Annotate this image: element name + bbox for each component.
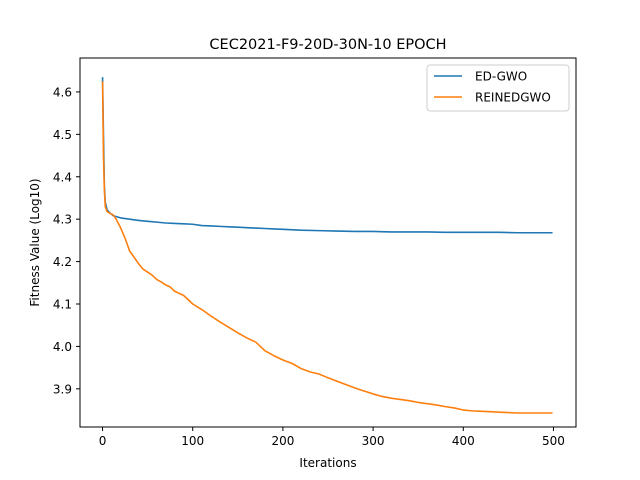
- y-axis-label: Fitness Value (Log10): [28, 178, 42, 306]
- y-tick-label: 4.4: [53, 170, 72, 184]
- x-tick-label: 300: [362, 434, 385, 448]
- y-tick-label: 4.6: [53, 85, 72, 99]
- y-tick-label: 3.9: [53, 382, 72, 396]
- legend-label: REINEDGWO: [475, 91, 551, 105]
- chart-title: CEC2021-F9-20D-30N-10 EPOCH: [209, 37, 446, 53]
- y-tick-label: 4.1: [53, 298, 72, 312]
- plot-frame: [79, 57, 577, 428]
- x-tick-label: 100: [181, 434, 204, 448]
- legend: ED-GWO REINEDGWO: [426, 64, 570, 112]
- series-line-ed-gwo: [101, 77, 553, 234]
- y-tick-label: 4.3: [53, 213, 72, 227]
- x-tick-label: 200: [271, 434, 294, 448]
- y-axis: 3.9 4.0 4.1 4.2 4.3 4.4 4.5 4.6: [53, 85, 80, 396]
- x-tick-label: 0: [99, 434, 107, 448]
- x-axis: 0 100 200 300 400 500: [99, 427, 565, 448]
- x-tick-label: 500: [542, 434, 565, 448]
- y-tick-label: 4.5: [53, 128, 72, 142]
- x-axis-label: Iterations: [299, 456, 356, 470]
- legend-label: ED-GWO: [475, 70, 527, 84]
- series-line-reinedgwo: [101, 81, 553, 414]
- legend-box: [426, 64, 570, 112]
- x-tick-label: 400: [452, 434, 475, 448]
- y-tick-label: 4.0: [53, 340, 72, 354]
- y-tick-label: 4.2: [53, 255, 72, 269]
- series-layer: [101, 77, 553, 414]
